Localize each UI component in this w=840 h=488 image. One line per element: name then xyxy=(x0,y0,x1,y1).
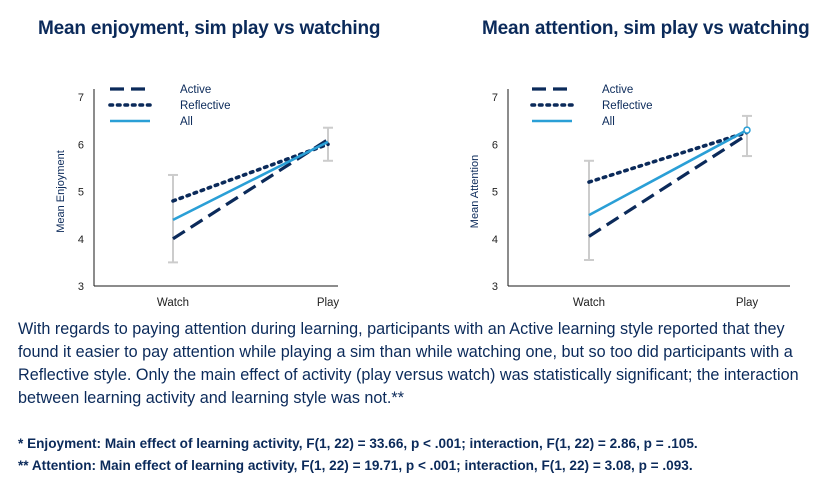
y-tick-label: 5 xyxy=(78,187,84,199)
series-line-all xyxy=(172,140,329,222)
series-line-active xyxy=(588,133,748,238)
chart-title-enjoyment: Mean enjoyment, sim play vs watching xyxy=(38,18,381,39)
y-axis-label: Mean Attention xyxy=(469,155,481,228)
series-line-reflective xyxy=(587,130,749,184)
x-tick-label: Watch xyxy=(573,297,605,309)
legend-label-reflective: Reflective xyxy=(602,100,653,112)
y-tick-label: 4 xyxy=(492,234,498,246)
x-tick-label: Play xyxy=(317,297,340,309)
legend-label-all: All xyxy=(602,116,615,128)
x-tick-label: Play xyxy=(736,297,759,309)
attention-chart: 3 4 5 6 7 Watch Play Mean Attention Active Reflec… xyxy=(469,84,790,309)
legend-label-active: Active xyxy=(602,84,633,96)
y-tick-label: 7 xyxy=(492,92,498,104)
y-axis-label: Mean Enjoyment xyxy=(55,150,67,233)
series-end-marker xyxy=(743,126,751,134)
chart-title-attention: Mean attention, sim play vs watching xyxy=(482,18,810,39)
footnote-enjoyment: * Enjoyment: Main effect of learning act… xyxy=(18,436,698,451)
y-tick-label: 6 xyxy=(78,139,84,151)
legend-label-reflective: Reflective xyxy=(180,100,231,112)
legend-label-all: All xyxy=(180,116,193,128)
enjoyment-chart: 3 4 5 6 7 Watch Play Mean Enjoyment Active Reflec… xyxy=(55,84,340,309)
y-tick-label: 6 xyxy=(492,139,498,151)
y-tick-label: 7 xyxy=(78,92,84,104)
y-tick-label: 5 xyxy=(492,187,498,199)
y-tick-label: 4 xyxy=(78,234,84,246)
footnote-attention: ** Attention: Main effect of learning ac… xyxy=(18,458,693,473)
series-line-all xyxy=(588,128,748,217)
y-tick-label: 3 xyxy=(492,281,498,293)
y-tick-label: 3 xyxy=(78,281,84,293)
x-tick-label: Watch xyxy=(157,297,189,309)
summary-paragraph: With regards to paying attention during … xyxy=(18,320,799,407)
legend-label-active: Active xyxy=(180,84,211,96)
